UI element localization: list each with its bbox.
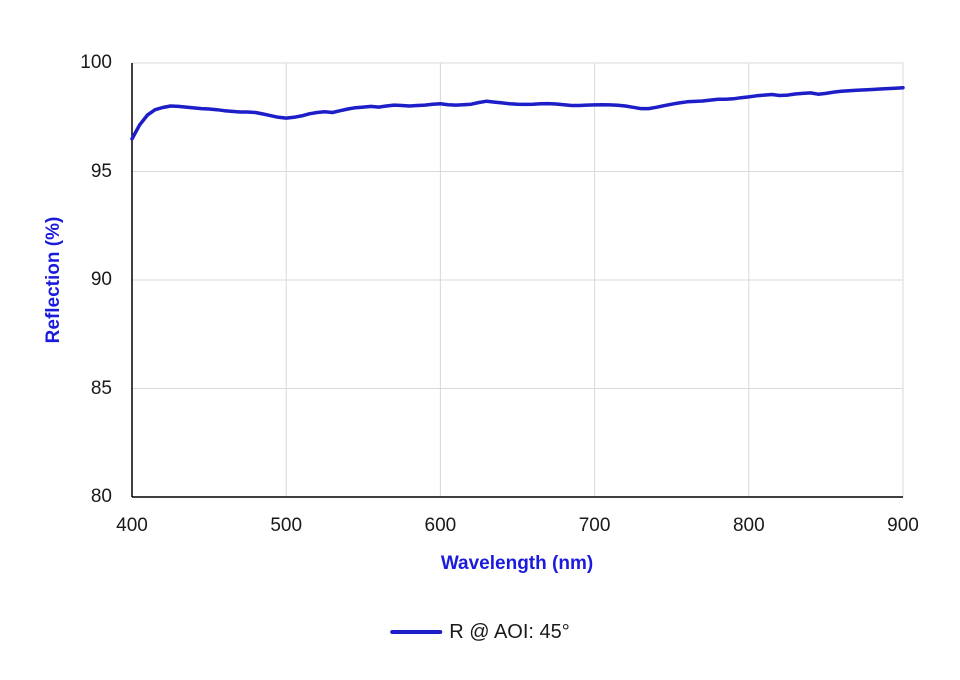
x-tick-label: 400 — [116, 515, 148, 536]
x-axis-title: Wavelength (nm) — [440, 553, 594, 574]
legend: R @ AOI: 45° — [390, 619, 570, 645]
y-tick-label: 80 — [90, 486, 112, 507]
y-tick-label: 100 — [80, 52, 112, 73]
y-tick-label: 90 — [90, 269, 112, 290]
legend-line-swatch-icon — [390, 630, 443, 634]
x-tick-label: 500 — [270, 515, 303, 536]
legend-series-label: R @ AOI: 45° — [449, 621, 570, 643]
x-tick-label: 600 — [424, 515, 457, 536]
y-axis-title: Reflection (%) — [43, 216, 64, 344]
series-line-r-aoi-45 — [130, 85, 905, 141]
y-tick-label: 85 — [90, 377, 112, 399]
x-tick-label: 800 — [732, 515, 765, 536]
x-tick-label: 900 — [887, 515, 919, 536]
x-tick-label: 700 — [578, 515, 611, 536]
y-tick-label: 95 — [90, 160, 112, 182]
